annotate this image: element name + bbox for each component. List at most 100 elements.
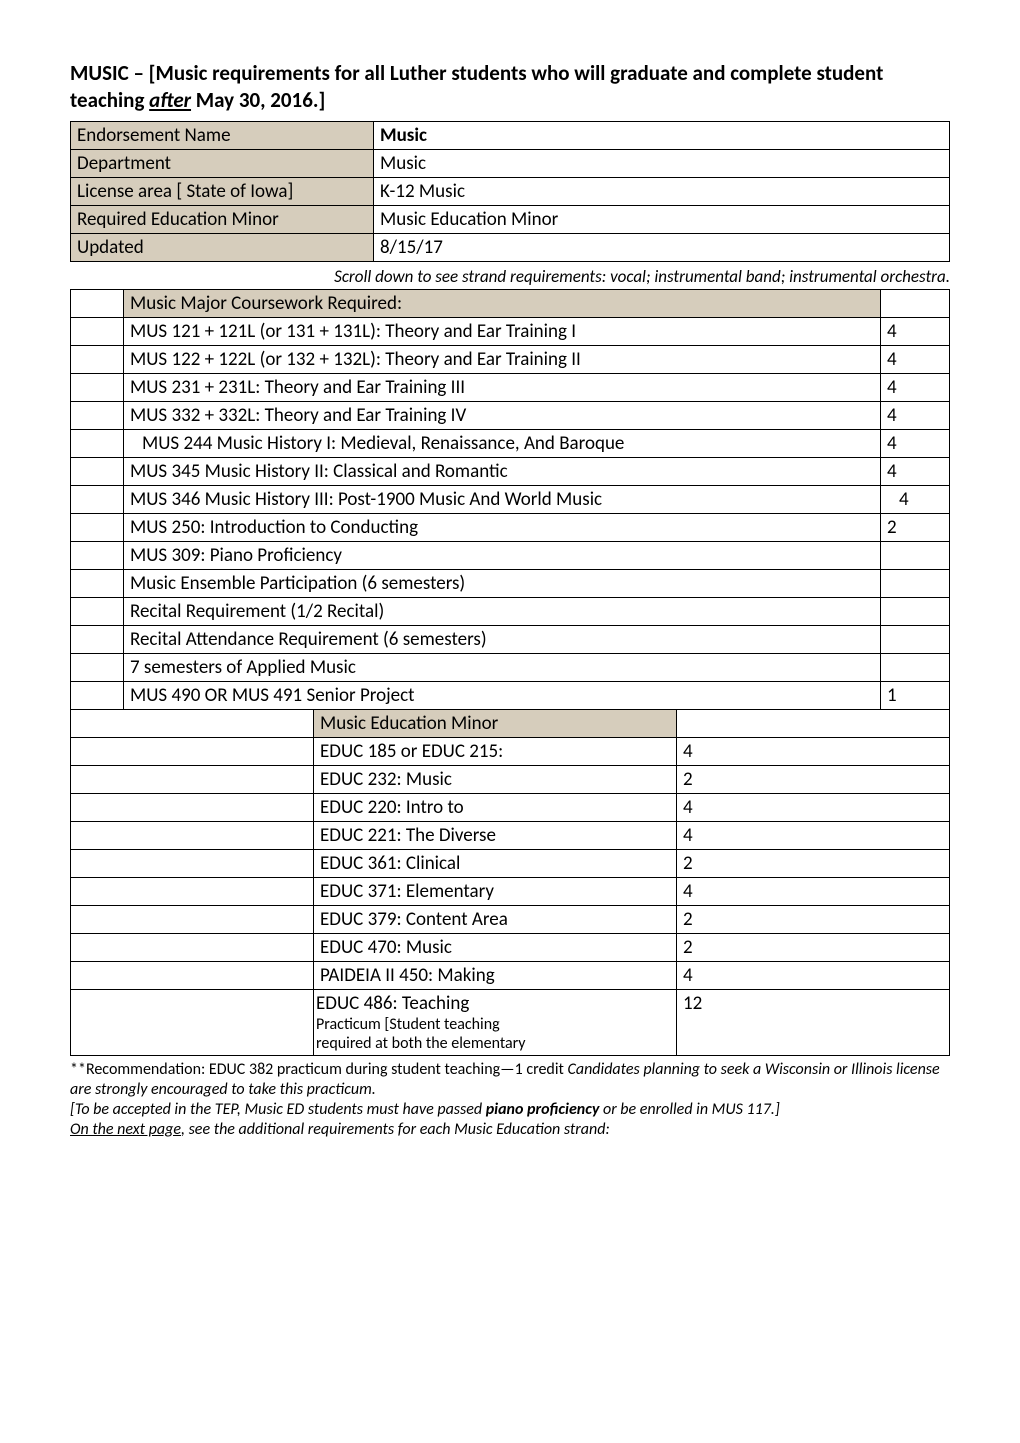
blank-cell [71, 401, 124, 429]
credits-cell [881, 597, 950, 625]
major-header: Music Major Coursework Required: [124, 289, 881, 317]
info-value: Music [374, 149, 950, 177]
blank-cell [71, 373, 124, 401]
blank-cell [677, 709, 950, 737]
info-value: K-12 Music [374, 177, 950, 205]
last-line1: EDUC 486: Teaching [314, 992, 676, 1015]
credits-cell [881, 569, 950, 597]
course-cell: MUS 231 + 231L: Theory and Ear Training … [124, 373, 881, 401]
course-cell: MUS 345 Music History II: Classical and … [124, 457, 881, 485]
info-value: Music Education Minor [374, 205, 950, 233]
blank-cell [71, 569, 124, 597]
table-row: MUS 122 + 122L (or 132 + 132L): Theory a… [71, 345, 950, 373]
last-line2: Practicum [Student teaching [314, 1015, 676, 1034]
credits-cell: 4 [881, 401, 950, 429]
credits-cell: 4 [881, 485, 950, 513]
credits-cell: 1 [881, 681, 950, 709]
minor-course: EDUC 371: Elementary [314, 877, 677, 905]
course-cell: Recital Requirement (1/2 Recital) [124, 597, 881, 625]
table-row: MUS 244 Music History I: Medieval, Renai… [71, 429, 950, 457]
blank-cell [71, 877, 314, 905]
minor-course: EDUC 379: Content Area [314, 905, 677, 933]
minor-course-last: EDUC 486: Teaching Practicum [Student te… [314, 989, 677, 1055]
table-row: MUS 345 Music History II: Classical and … [71, 457, 950, 485]
blank-cell [881, 289, 950, 317]
table-row: Music Ensemble Participation (6 semester… [71, 569, 950, 597]
next-post: , see the additional requirements for ea… [181, 1120, 610, 1139]
info-label: Required Education Minor [71, 205, 374, 233]
minor-course: PAIDEIA II 450: Making [314, 961, 677, 989]
table-row: EDUC 220: Intro to 4 [71, 793, 950, 821]
blank-cell [71, 317, 124, 345]
table-row: PAIDEIA II 450: Making 4 [71, 961, 950, 989]
table-row: EDUC 185 or EDUC 215: 4 [71, 737, 950, 765]
credits-cell: 4 [881, 317, 950, 345]
table-row: Updated 8/15/17 [71, 233, 950, 261]
table-row: Music Major Coursework Required: [71, 289, 950, 317]
minor-credits: 12 [677, 989, 950, 1055]
minor-credits: 2 [677, 905, 950, 933]
page-heading: MUSIC – [Music requirements for all Luth… [70, 60, 950, 115]
course-cell: MUS 309: Piano Proficiency [124, 541, 881, 569]
credits-cell: 4 [881, 429, 950, 457]
minor-course: EDUC 185 or EDUC 215: [314, 737, 677, 765]
minor-course: EDUC 221: The Diverse [314, 821, 677, 849]
blank-cell [71, 345, 124, 373]
minor-table: Music Education Minor EDUC 185 or EDUC 2… [70, 709, 950, 1056]
table-row: MUS 332 + 332L: Theory and Ear Training … [71, 401, 950, 429]
rec-pre: **Recommendation: EDUC 382 practicum dur… [70, 1060, 567, 1079]
tep-post: or be enrolled in MUS 117.] [599, 1100, 779, 1119]
info-label: Department [71, 149, 374, 177]
table-row: Department Music [71, 149, 950, 177]
table-row: EDUC 470: Music 2 [71, 933, 950, 961]
course-cell: MUS 122 + 122L (or 132 + 132L): Theory a… [124, 345, 881, 373]
blank-cell [71, 541, 124, 569]
table-row: EDUC 379: Content Area 2 [71, 905, 950, 933]
minor-course: EDUC 232: Music [314, 765, 677, 793]
blank-cell [71, 457, 124, 485]
minor-course: EDUC 470: Music [314, 933, 677, 961]
course-cell: Music Ensemble Participation (6 semester… [124, 569, 881, 597]
info-table: Endorsement Name Music Department Music … [70, 121, 950, 262]
minor-header: Music Education Minor [314, 709, 677, 737]
blank-cell [71, 765, 314, 793]
blank-cell [71, 989, 314, 1055]
info-label: Updated [71, 233, 374, 261]
course-cell: 7 semesters of Applied Music [124, 653, 881, 681]
credits-cell [881, 625, 950, 653]
footnotes: **Recommendation: EDUC 382 practicum dur… [70, 1060, 950, 1140]
table-row: Recital Attendance Requirement (6 semest… [71, 625, 950, 653]
credits-cell: 2 [881, 513, 950, 541]
table-row: MUS 309: Piano Proficiency [71, 541, 950, 569]
table-row: Recital Requirement (1/2 Recital) [71, 597, 950, 625]
credits-cell: 4 [881, 373, 950, 401]
heading-emph: after [149, 87, 191, 113]
heading-post: May 30, 2016.] [191, 87, 325, 113]
blank-cell [71, 961, 314, 989]
minor-course: EDUC 361: Clinical [314, 849, 677, 877]
footnote-tep: [To be accepted in the TEP, Music ED stu… [70, 1100, 950, 1120]
table-row: MUS 231 + 231L: Theory and Ear Training … [71, 373, 950, 401]
blank-cell [71, 905, 314, 933]
table-row: EDUC 486: Teaching Practicum [Student te… [71, 989, 950, 1055]
minor-course: EDUC 220: Intro to [314, 793, 677, 821]
table-row: MUS 121 + 121L (or 131 + 131L): Theory a… [71, 317, 950, 345]
table-row: MUS 490 OR MUS 491 Senior Project 1 [71, 681, 950, 709]
blank-cell [71, 681, 124, 709]
blank-cell [71, 793, 314, 821]
blank-cell [71, 485, 124, 513]
tep-bold: piano proficiency [486, 1100, 600, 1119]
next-underline: On the next page [70, 1120, 181, 1139]
blank-cell [71, 737, 314, 765]
minor-credits: 4 [677, 961, 950, 989]
last-line3: required at both the elementary [314, 1034, 676, 1053]
table-row: Required Education Minor Music Education… [71, 205, 950, 233]
blank-cell [71, 513, 124, 541]
footnote-recommendation: **Recommendation: EDUC 382 practicum dur… [70, 1060, 950, 1100]
info-value: 8/15/17 [374, 233, 950, 261]
table-row: EDUC 361: Clinical 2 [71, 849, 950, 877]
minor-credits: 2 [677, 933, 950, 961]
table-row: EDUC 371: Elementary 4 [71, 877, 950, 905]
course-cell: MUS 244 Music History I: Medieval, Renai… [124, 429, 881, 457]
blank-cell [71, 653, 124, 681]
